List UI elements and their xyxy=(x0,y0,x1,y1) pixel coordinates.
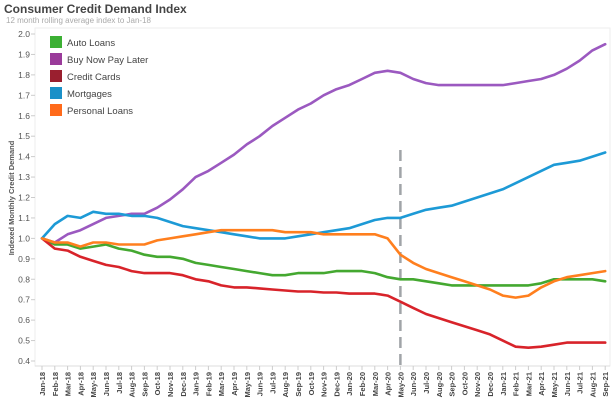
legend-label-mortgages: Mortgages xyxy=(67,89,112,100)
legend-label-buy-now-pay-later: Buy Now Pay Later xyxy=(67,55,148,66)
y-tick-label: 1.2 xyxy=(18,193,30,203)
y-tick-label: 0.9 xyxy=(18,254,30,264)
series-line-mortgages xyxy=(40,151,607,240)
y-tick-label: 0.8 xyxy=(18,274,30,284)
y-tick-label: 1.7 xyxy=(18,90,30,100)
legend-label-auto-loans: Auto Loans xyxy=(67,38,115,49)
legend-label-personal-loans: Personal Loans xyxy=(67,106,133,117)
y-tick-label: 1.0 xyxy=(18,233,30,243)
y-tick-label: 0.6 xyxy=(18,315,30,325)
x-tick-label: Apr-19 xyxy=(230,372,239,396)
x-tick-label: Nov-18 xyxy=(166,372,175,397)
y-tick-label: 0.7 xyxy=(18,295,30,305)
legend-swatch-auto-loans xyxy=(50,36,62,48)
y-axis-label: Indexed Monthly Credit Demand xyxy=(7,140,16,255)
x-tick-label: Jan-21 xyxy=(499,372,508,396)
x-tick-label: Jun-18 xyxy=(102,372,111,396)
y-tick-label: 0.4 xyxy=(18,356,30,366)
x-tick-label: Nov-20 xyxy=(473,372,482,397)
legend-swatch-buy-now-pay-later xyxy=(50,53,62,65)
x-tick-label: Dec-20 xyxy=(486,372,495,397)
plot-area xyxy=(34,27,611,367)
series-line-personal-loans xyxy=(40,228,607,299)
x-tick-label: Mar-21 xyxy=(524,372,533,396)
x-tick-label: Aug-19 xyxy=(281,372,290,397)
y-tick-label: 1.5 xyxy=(18,131,30,141)
x-tick-label: Aug-21 xyxy=(588,372,597,397)
x-tick-label: May-20 xyxy=(396,372,405,397)
x-tick-label: May-18 xyxy=(89,372,98,397)
x-tick-label: Jun-19 xyxy=(256,372,265,396)
y-tick-label: 1.8 xyxy=(18,70,30,80)
series-line-auto-loans xyxy=(40,237,607,287)
y-tick-label: 0.5 xyxy=(18,336,30,346)
x-tick-label: Mar-19 xyxy=(217,372,226,396)
x-tick-label: Oct-20 xyxy=(460,372,469,395)
x-tick-label: Feb-21 xyxy=(512,372,521,396)
x-tick-label: Mar-18 xyxy=(64,372,73,396)
x-tick-label: Jul-21 xyxy=(576,372,585,394)
x-tick-label: Sep-18 xyxy=(140,372,149,397)
legend-swatch-mortgages xyxy=(50,87,62,99)
chart-subtitle: 12 month rolling average index to Jan-18 xyxy=(6,16,152,25)
x-tick-label: Sep-19 xyxy=(294,372,303,397)
x-tick-label: Feb-18 xyxy=(51,372,60,396)
legend-label-credit-cards: Credit Cards xyxy=(67,72,121,83)
x-tick-label: Jul-18 xyxy=(115,372,124,394)
x-tick-label: Jan-20 xyxy=(345,372,354,396)
x-tick-label: Jul-19 xyxy=(268,372,277,394)
x-tick-label: Jun-20 xyxy=(409,372,418,396)
legend-swatch-credit-cards xyxy=(50,70,62,82)
x-tick-label: Nov-19 xyxy=(320,372,329,397)
y-tick-label: 2.0 xyxy=(18,29,30,39)
y-tick-label: 1.9 xyxy=(18,49,30,59)
x-tick-label: Dec-18 xyxy=(179,372,188,397)
x-tick-label: Oct-19 xyxy=(307,372,316,395)
chart-title: Consumer Credit Demand Index xyxy=(4,2,187,16)
x-tick-label: Jan-18 xyxy=(38,372,47,396)
legend: Auto Loans Buy Now Pay Later Credit Cards M… xyxy=(50,36,148,117)
x-tick-label: Jul-20 xyxy=(422,372,431,394)
x-tick-label: Jan-19 xyxy=(192,372,201,396)
y-tick-label: 1.6 xyxy=(18,111,30,121)
x-tick-label: Dec-19 xyxy=(332,372,341,397)
x-tick-label: Mar-20 xyxy=(371,372,380,396)
x-tick-label: Apr-20 xyxy=(384,372,393,396)
y-tick-label: 1.4 xyxy=(18,152,30,162)
x-tick-label: Sep-21 xyxy=(601,372,610,397)
x-tick-label: Apr-21 xyxy=(537,372,546,396)
x-tick-label: Oct-18 xyxy=(153,372,162,395)
x-tick-label: Jun-21 xyxy=(563,372,572,396)
series-line-credit-cards xyxy=(40,237,607,350)
y-tick-label: 1.1 xyxy=(18,213,30,223)
x-tick-label: Sep-20 xyxy=(448,372,457,397)
x-tick-label: May-21 xyxy=(550,372,559,397)
legend-swatch-personal-loans xyxy=(50,104,62,116)
y-tick-label: 1.3 xyxy=(18,172,30,182)
x-tick-label: May-19 xyxy=(243,372,252,397)
x-tick-label: Aug-20 xyxy=(435,372,444,397)
x-tick-label: Apr-18 xyxy=(76,372,85,396)
x-tick-label: Aug-18 xyxy=(128,372,137,397)
x-tick-label: Feb-19 xyxy=(204,372,213,396)
series-line-buy-now-pay-later xyxy=(40,42,607,244)
x-tick-label: Feb-20 xyxy=(358,372,367,396)
